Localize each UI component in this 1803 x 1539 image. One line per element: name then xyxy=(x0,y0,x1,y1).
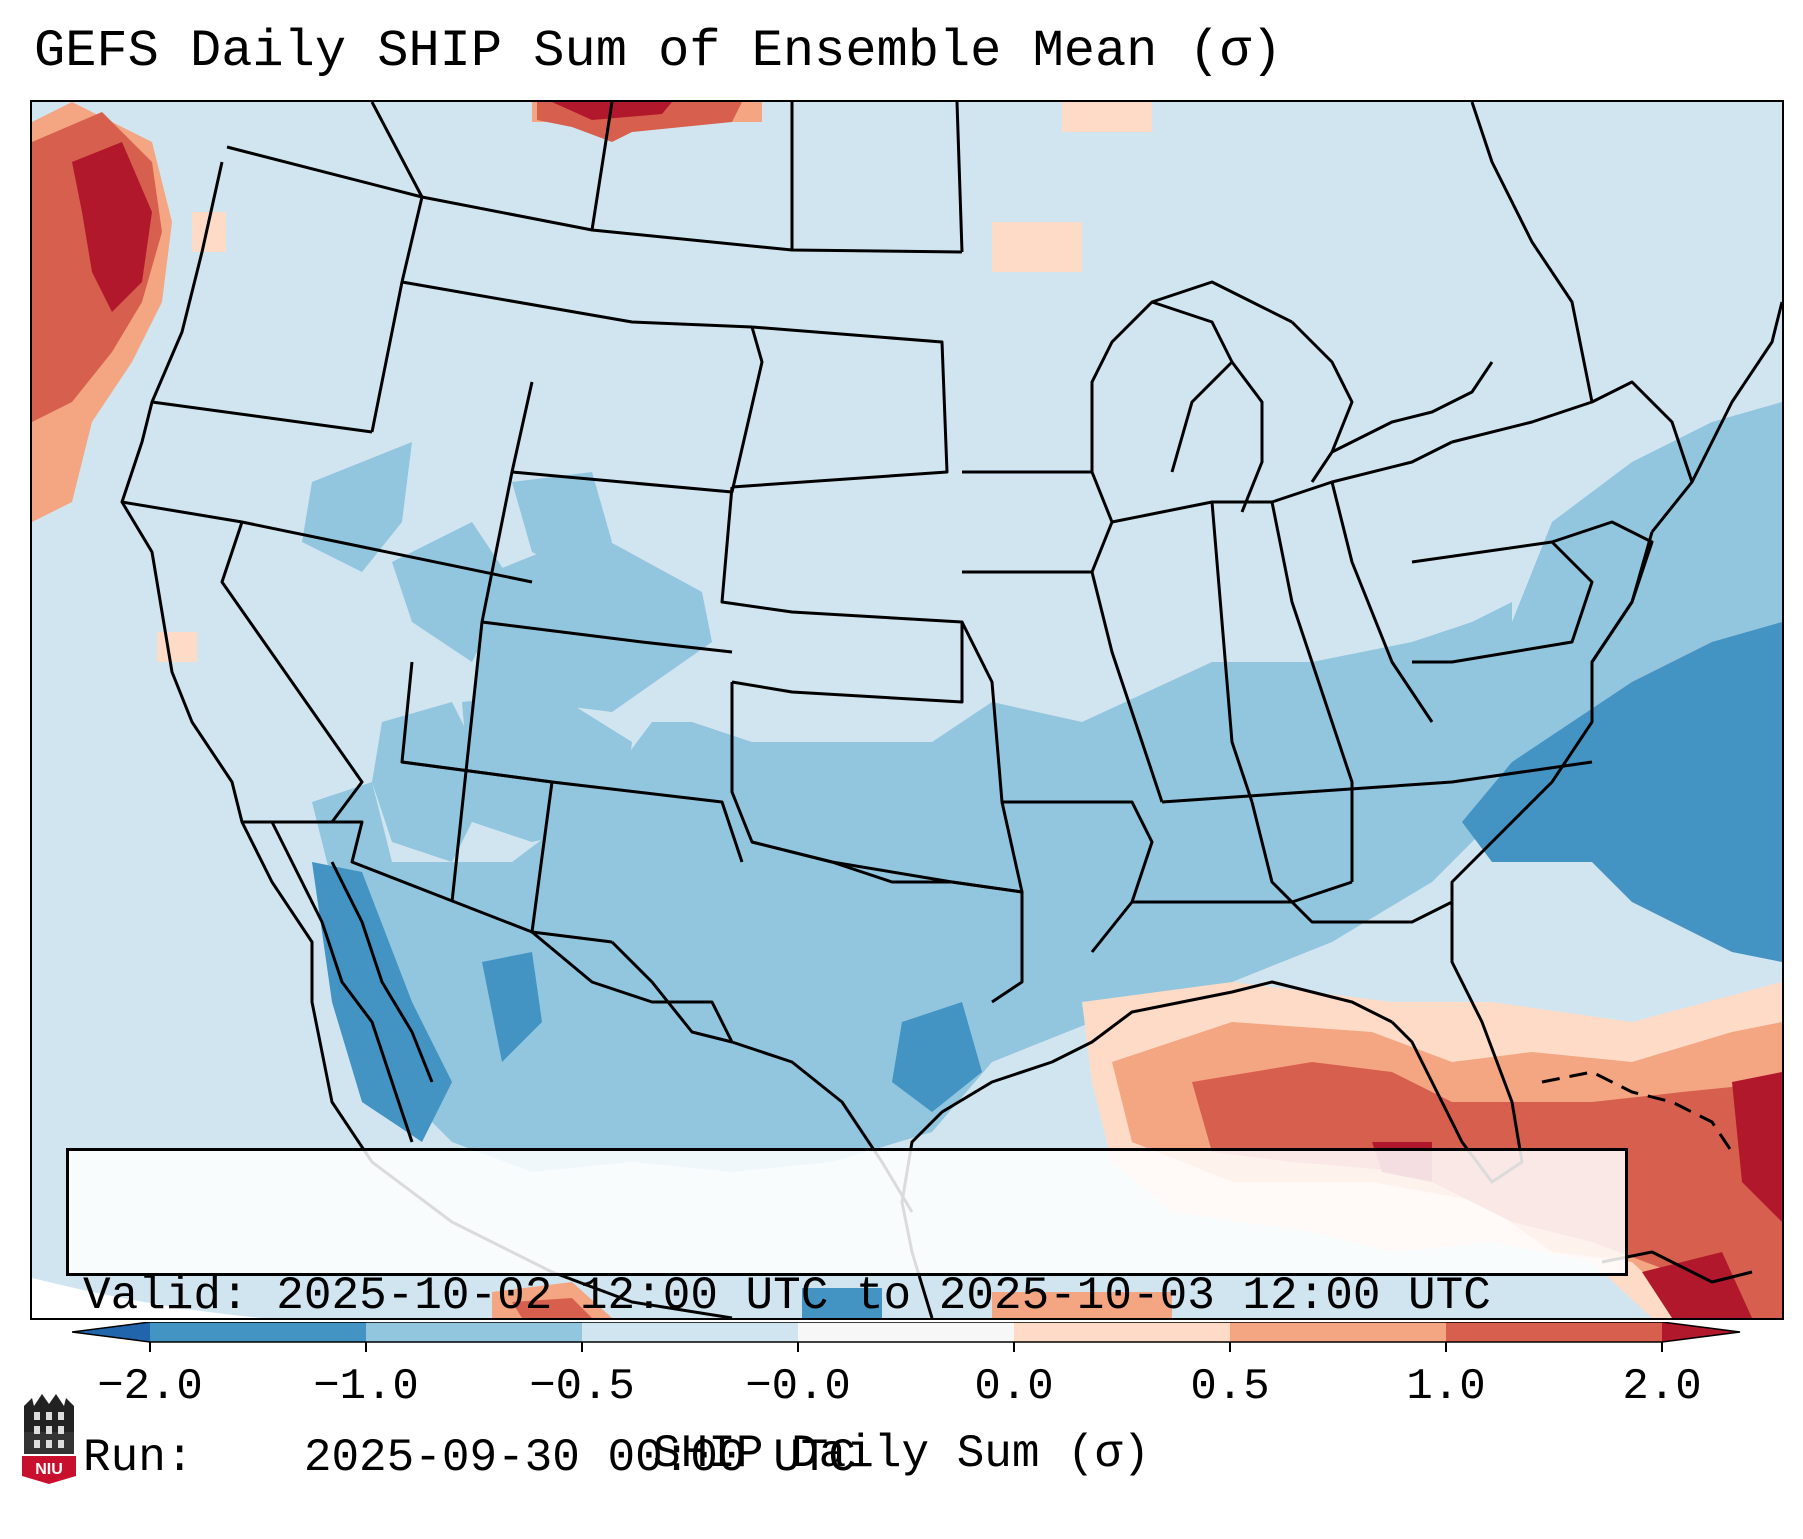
colorbar-tick-label: 0.0 xyxy=(974,1362,1054,1412)
colorbar-segment-6 xyxy=(1230,1322,1446,1342)
colorbar-tick-label: −0.5 xyxy=(529,1362,635,1412)
warm-patch-canada xyxy=(1062,102,1152,132)
colorbar-segment-5 xyxy=(1014,1322,1230,1342)
warm-patch-ca xyxy=(157,632,197,662)
run-text: 2025-09-30 00:00 UTC xyxy=(303,1432,856,1484)
run-line: Run: 2025-09-30 00:00 UTC xyxy=(83,1431,1611,1485)
colorbar-over-triangle xyxy=(1662,1322,1740,1342)
colorbar-segment-4 xyxy=(798,1322,1014,1342)
valid-text: 2025-10-02 12:00 UTC to 2025-10-03 12:00… xyxy=(276,1270,1491,1322)
warm-patch-yucatan xyxy=(992,1292,1172,1318)
colorbar-segment-1 xyxy=(150,1322,366,1342)
colorbar-segment-7 xyxy=(1446,1322,1662,1342)
anomaly-canada-north xyxy=(532,102,762,142)
colorbar-tick-label: 1.0 xyxy=(1406,1362,1486,1412)
warm-patch-ontario xyxy=(992,222,1082,272)
map-svg xyxy=(32,102,1782,1318)
colorbar-segment-3 xyxy=(582,1322,798,1342)
colorbar-tick-label: 0.5 xyxy=(1190,1362,1270,1412)
colorbar-ticks xyxy=(149,1342,1663,1352)
map-title: GEFS Daily SHIP Sum of Ensemble Mean (σ) xyxy=(34,22,1283,81)
cool-patch-s-mexico xyxy=(802,1288,882,1318)
warm-patch-s-mexico-core xyxy=(512,1298,592,1318)
colorbar-segment-2 xyxy=(366,1322,582,1342)
cool-patch-gulf-tx xyxy=(892,1002,982,1112)
colorbar-tick-label: −2.0 xyxy=(97,1362,203,1412)
anomaly-pacific-nw xyxy=(32,102,172,522)
map-area[interactable] xyxy=(30,100,1784,1320)
cool-patch-baja xyxy=(312,862,452,1142)
colorbar-tick-label: 2.0 xyxy=(1622,1362,1702,1412)
valid-label: Valid: xyxy=(83,1270,249,1322)
colorbar-tick-label: −1.0 xyxy=(313,1362,419,1412)
logo-text: NIU xyxy=(35,1461,63,1478)
offmap-corner-left xyxy=(32,1278,262,1318)
validity-info-box: Valid: 2025-10-02 12:00 UTC to 2025-10-0… xyxy=(66,1148,1628,1484)
cool-patch-mexico xyxy=(482,952,542,1062)
colorbar-label: SHIP Daily Sum (σ) xyxy=(653,1428,1150,1480)
run-label: Run: xyxy=(83,1432,194,1484)
colorbar-under-triangle xyxy=(72,1322,150,1342)
cool-band-south xyxy=(352,602,1512,1172)
niu-logo: NIU xyxy=(22,1394,76,1484)
colorbar xyxy=(72,1322,1741,1352)
cool-atlantic-inner xyxy=(1462,622,1782,962)
valid-line: Valid: 2025-10-02 12:00 UTC to 2025-10-0… xyxy=(83,1269,1611,1323)
colorbar-tick-label: −0.0 xyxy=(745,1362,851,1412)
